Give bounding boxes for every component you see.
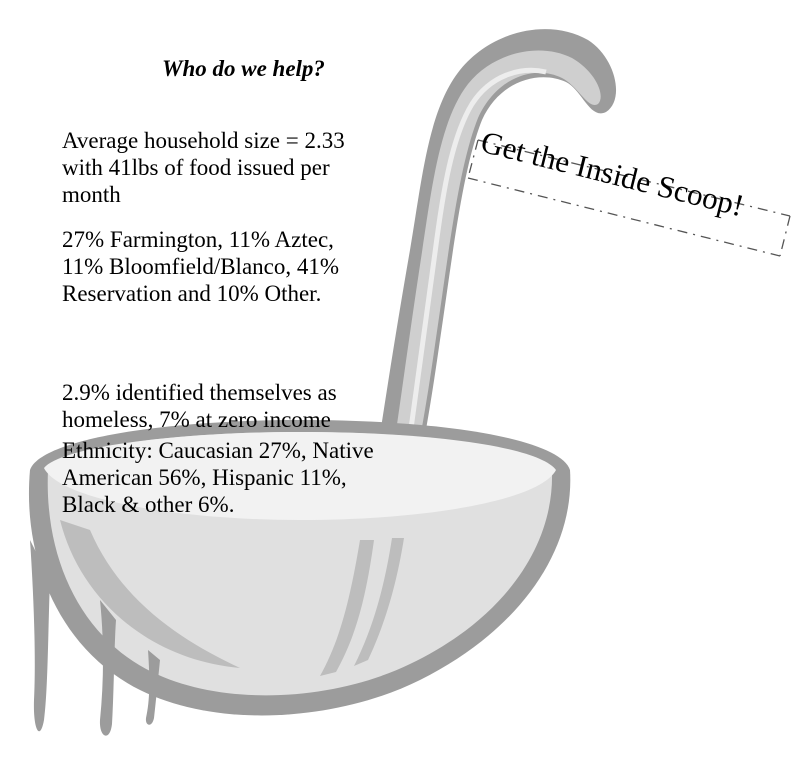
ladle-handle-outer (372, 29, 617, 500)
ladle-handle-inner (388, 50, 601, 497)
ladle-drip-right (145, 650, 160, 725)
ladle-bowl-rim (44, 432, 556, 520)
ladle-bowl-stripe1 (320, 540, 374, 676)
locations-text: 27% Farmington, 11% Aztec, 11% Bloomfiel… (62, 227, 340, 306)
ladle-bowl-shade (60, 520, 240, 668)
household-size-text: Average household size = 2.33 with 41lbs… (62, 128, 345, 207)
ladle-drip-left (30, 540, 50, 732)
ethnicity-text: Ethnicity: Caucasian 27%, Native America… (62, 438, 374, 517)
section-heading: Who do we help? (162, 56, 325, 81)
banner-outline (467, 139, 791, 257)
ladle-handle-highlight (401, 67, 547, 481)
homeless-text: 2.9% identified themselves as homeless, … (62, 380, 337, 432)
ladle-drip-mid (99, 600, 116, 736)
ladle-bowl-stripe2 (354, 538, 404, 666)
